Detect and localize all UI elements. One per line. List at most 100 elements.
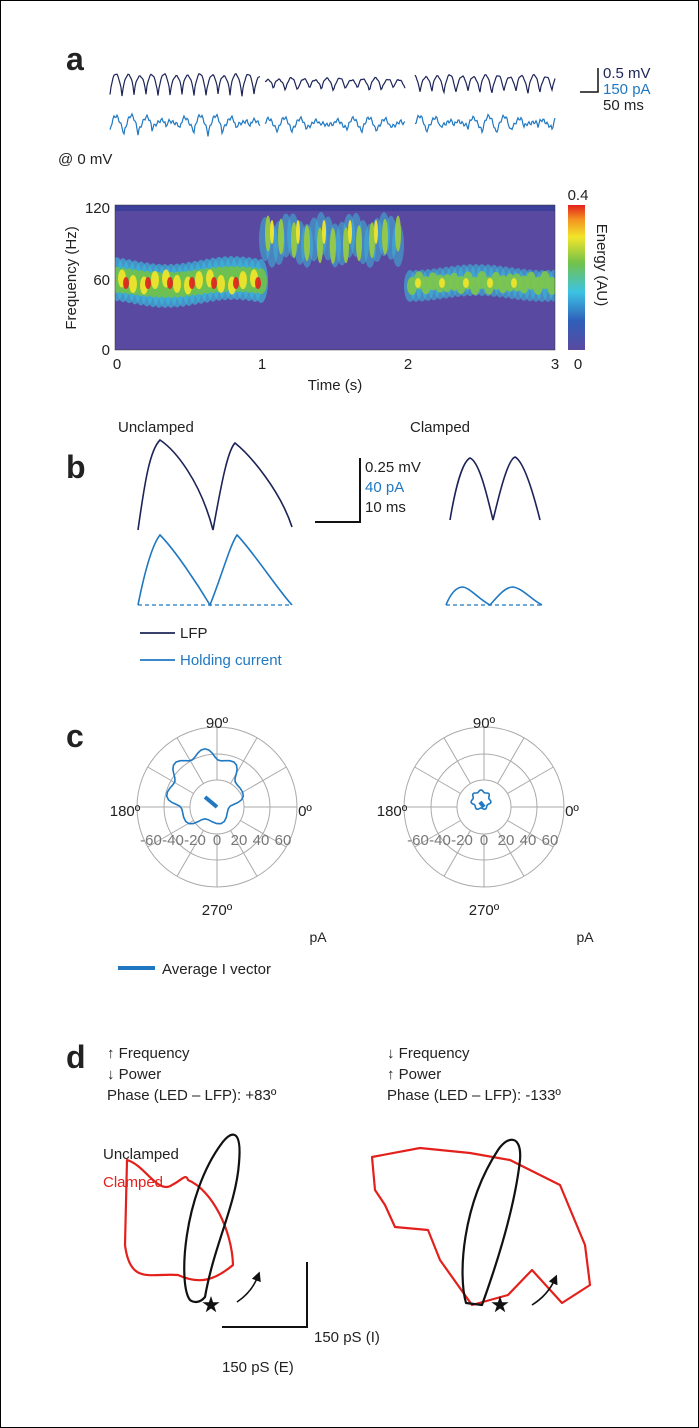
colorbar (568, 205, 585, 350)
spectral-blob (356, 225, 362, 262)
trace (264, 76, 406, 92)
radial-tick: 40 (520, 832, 537, 849)
spectral-blob (348, 220, 352, 244)
legend-label: Average I vector (162, 961, 271, 978)
condition-note: ↑ Frequency (107, 1045, 190, 1062)
conductance-loop (123, 1158, 235, 1282)
current-trajectory (470, 789, 492, 810)
y-tick-label: 0 (102, 342, 110, 359)
polar-spoke (147, 820, 194, 848)
spectral-blob (217, 274, 225, 293)
spectrogram-top (115, 205, 555, 211)
radial-tick: 0 (213, 832, 221, 849)
polar-spoke (176, 830, 204, 877)
average-vector (203, 795, 219, 809)
polar-spoke (414, 820, 461, 848)
panel-title: Unclamped (118, 419, 194, 436)
polar-spoke (414, 766, 461, 794)
polar-spoke (497, 830, 525, 877)
scale-label: 0.25 mV (365, 459, 421, 476)
y-tick-label: 120 (85, 200, 110, 217)
spectral-blob (374, 220, 378, 244)
panel-label: a (66, 41, 84, 77)
unit-label: pA (309, 929, 327, 945)
scale-label: 10 ms (365, 499, 406, 516)
spectrogram (115, 205, 555, 350)
panel-title: Clamped (410, 419, 470, 436)
spectral-blob (511, 278, 517, 288)
spectrogram-border (114, 204, 556, 351)
radial-tick: -20 (184, 832, 206, 849)
y-axis-title: Frequency (Hz) (63, 226, 80, 329)
spectral-blob (239, 271, 247, 290)
scale-bar (580, 68, 599, 93)
start-marker (202, 1296, 220, 1313)
radial-tick: 60 (542, 832, 559, 849)
spectral-blob (317, 227, 323, 264)
panel-label: b (66, 449, 86, 485)
spectral-blob (265, 215, 271, 252)
legend-label: Holding current (180, 652, 283, 669)
angle-label: 0º (298, 803, 312, 820)
spectral-blob (123, 277, 129, 289)
condition-note: ↓ Power (107, 1066, 161, 1083)
angle-label: 0º (565, 803, 579, 820)
x-axis-title: Time (s) (308, 377, 362, 394)
angle-label: 180º (110, 803, 141, 820)
average-vector (478, 800, 486, 809)
spectral-blob (233, 277, 239, 289)
spectral-blob (167, 277, 173, 289)
polar-spoke (507, 820, 554, 848)
conductance-loops (123, 1133, 592, 1307)
condition-note: ↓ Frequency (387, 1045, 470, 1062)
spectral-blob (189, 277, 195, 289)
conductance-loop (461, 1138, 522, 1307)
polar-spoke (240, 820, 287, 848)
radial-tick: 20 (231, 832, 248, 849)
spectral-blob (395, 215, 401, 252)
radial-tick: -40 (162, 832, 184, 849)
conductance-loop (370, 1146, 592, 1307)
current-trajectory (165, 747, 245, 825)
holding-label: @ 0 mV (58, 151, 112, 168)
polar-spoke (147, 766, 194, 794)
radial-tick: 20 (498, 832, 515, 849)
polar-spoke (443, 737, 471, 784)
spectral-blob (330, 227, 336, 264)
condition-note: Phase (LED – LFP): -133º (387, 1087, 561, 1104)
spectral-blob (255, 277, 261, 289)
polar-spoke (507, 766, 554, 794)
direction-arrow (236, 1271, 261, 1303)
trace (109, 112, 261, 137)
scale-label: 150 pA (603, 81, 651, 98)
radial-tick: 60 (275, 832, 292, 849)
radial-tick: -60 (140, 832, 162, 849)
radial-tick: 0 (480, 832, 488, 849)
polar-spoke (497, 737, 525, 784)
spectral-blob (343, 227, 349, 264)
direction-arrow (531, 1274, 558, 1306)
start-marker (491, 1296, 509, 1313)
legend-label: Clamped (103, 1174, 163, 1191)
condition-note: Phase (LED – LFP): +83º (107, 1087, 277, 1104)
trace (109, 72, 261, 97)
conductance-loop (183, 1133, 241, 1304)
unit-label: pA (576, 929, 594, 945)
panel-label: c (66, 718, 84, 754)
spectral-blob (278, 218, 284, 255)
spectral-blob (322, 220, 326, 244)
legend-label: Unclamped (103, 1146, 179, 1163)
panel-label: d (66, 1039, 86, 1075)
spectral-blob (195, 271, 203, 290)
radial-tick: 40 (253, 832, 270, 849)
spectral-blob (270, 220, 274, 244)
spectral-blob (382, 218, 388, 255)
angle-label: 270º (202, 902, 233, 919)
spectral-blob (151, 271, 159, 290)
trace (445, 586, 543, 606)
y-tick-label: 60 (93, 272, 110, 289)
polar-spoke (230, 737, 258, 784)
scale-label: 50 ms (603, 97, 644, 114)
scale-label: 150 pS (E) (222, 1359, 294, 1376)
spectral-blob (439, 278, 445, 288)
